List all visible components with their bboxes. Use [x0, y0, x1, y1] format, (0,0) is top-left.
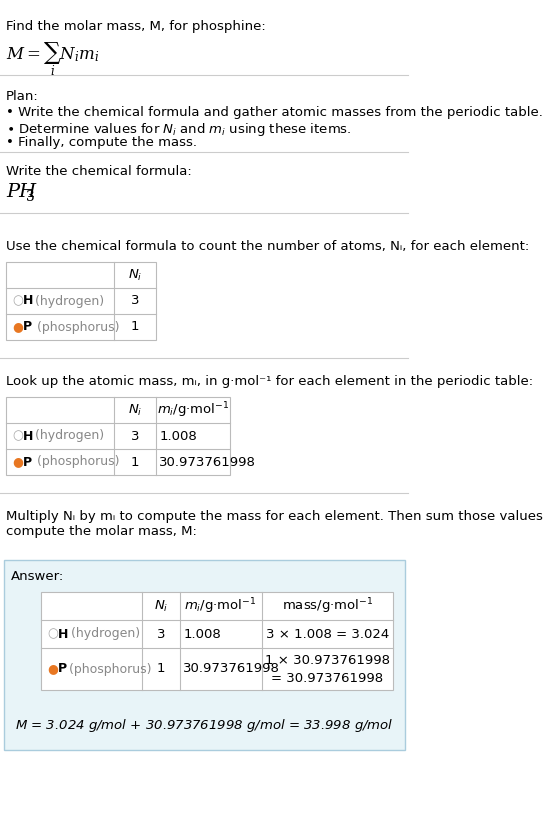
Text: ○: ○	[12, 429, 23, 443]
Text: Multiply Nᵢ by mᵢ to compute the mass for each element. Then sum those values to: Multiply Nᵢ by mᵢ to compute the mass fo…	[6, 510, 546, 538]
Text: ○: ○	[12, 295, 23, 307]
Text: 3 × 1.008 = 3.024: 3 × 1.008 = 3.024	[266, 627, 389, 640]
Text: (hydrogen): (hydrogen)	[67, 627, 140, 640]
Text: ○: ○	[47, 627, 58, 640]
Text: ●: ●	[47, 663, 58, 675]
Text: (hydrogen): (hydrogen)	[32, 429, 104, 443]
Text: $N_i$: $N_i$	[128, 267, 143, 282]
Text: ●: ●	[12, 321, 23, 333]
Text: (phosphorus): (phosphorus)	[65, 663, 152, 675]
Text: 1 × 30.973761998: 1 × 30.973761998	[265, 654, 390, 668]
Text: Plan:: Plan:	[6, 90, 39, 103]
Text: • Finally, compute the mass.: • Finally, compute the mass.	[6, 136, 197, 149]
Text: 30.973761998: 30.973761998	[159, 455, 256, 469]
Text: $\bullet$ Determine values for $N_i$ and $m_i$ using these items.: $\bullet$ Determine values for $N_i$ and…	[6, 121, 352, 138]
Text: $M$ = 3.024 g/mol + 30.973761998 g/mol = 33.998 g/mol: $M$ = 3.024 g/mol + 30.973761998 g/mol =…	[15, 717, 394, 733]
Text: H: H	[22, 295, 33, 307]
Text: ●: ●	[12, 455, 23, 469]
Text: 3: 3	[131, 295, 139, 307]
Text: $M = \sum_i N_i m_i$: $M = \sum_i N_i m_i$	[6, 40, 99, 77]
Text: $m_i$/g·mol$^{-1}$: $m_i$/g·mol$^{-1}$	[185, 596, 257, 616]
Text: 1: 1	[131, 455, 139, 469]
Bar	[41, 592, 393, 690]
Text: H: H	[57, 627, 68, 640]
Text: (hydrogen): (hydrogen)	[32, 295, 104, 307]
Text: mass/g·mol$^{-1}$: mass/g·mol$^{-1}$	[282, 596, 373, 616]
Text: Write the chemical formula:: Write the chemical formula:	[6, 165, 192, 178]
Text: P: P	[22, 455, 32, 469]
Text: 3: 3	[131, 429, 139, 443]
Text: 1: 1	[131, 321, 139, 333]
Text: (phosphorus): (phosphorus)	[33, 321, 120, 333]
Text: P: P	[22, 321, 32, 333]
Text: Use the chemical formula to count the number of atoms, Nᵢ, for each element:: Use the chemical formula to count the nu…	[6, 240, 529, 253]
Text: = 30.973761998: = 30.973761998	[271, 673, 383, 685]
Bar	[6, 397, 230, 475]
Text: $m_i$/g·mol$^{-1}$: $m_i$/g·mol$^{-1}$	[157, 400, 229, 420]
Text: • Write the chemical formula and gather atomic masses from the periodic table.: • Write the chemical formula and gather …	[6, 106, 543, 119]
Text: Find the molar mass, M, for phosphine:: Find the molar mass, M, for phosphine:	[6, 20, 266, 33]
Text: Answer:: Answer:	[11, 570, 64, 583]
Bar	[6, 262, 156, 340]
Text: $N_i$: $N_i$	[153, 598, 168, 613]
Text: 1.008: 1.008	[183, 627, 221, 640]
Bar	[4, 560, 405, 750]
Text: 30.973761998: 30.973761998	[183, 663, 280, 675]
Text: P: P	[57, 663, 67, 675]
Text: Look up the atomic mass, mᵢ, in g·mol⁻¹ for each element in the periodic table:: Look up the atomic mass, mᵢ, in g·mol⁻¹ …	[6, 375, 533, 388]
Text: 1: 1	[157, 663, 165, 675]
Text: 3: 3	[26, 190, 35, 204]
Text: H: H	[22, 429, 33, 443]
Text: PH: PH	[6, 183, 36, 201]
Text: 1.008: 1.008	[159, 429, 197, 443]
Text: $N_i$: $N_i$	[128, 402, 143, 417]
Text: 3: 3	[157, 627, 165, 640]
Text: (phosphorus): (phosphorus)	[33, 455, 120, 469]
